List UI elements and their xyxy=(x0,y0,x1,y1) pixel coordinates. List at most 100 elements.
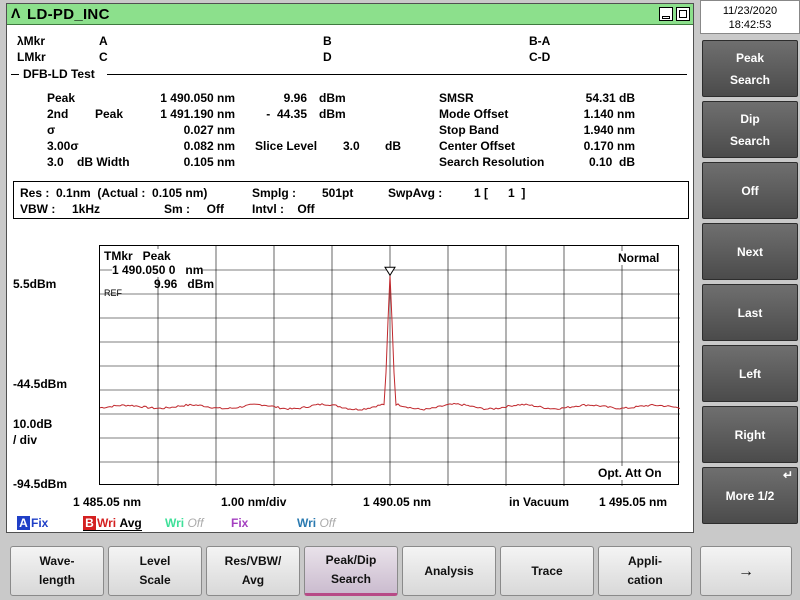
button-label: Level xyxy=(139,554,171,568)
result-value: 1.140 nm xyxy=(583,107,635,121)
section-divider xyxy=(107,74,687,75)
wavelength-medium-label: in Vacuum xyxy=(509,495,570,509)
res-vbw-avg-tab[interactable]: Res/VBW/Avg xyxy=(206,546,300,596)
peak-search-button[interactable]: Peak Search xyxy=(702,40,798,97)
result-label: Search Resolution xyxy=(439,155,545,169)
scale-label[interactable]: 10.0dB xyxy=(13,417,53,431)
main-window: Λ LD-PD_INC λMkr A B B-A LMkr C D C-D DF… xyxy=(6,3,694,533)
sweep-average-value[interactable]: 1 [ 1 ] xyxy=(474,186,526,200)
button-label: length xyxy=(39,573,75,587)
second-peak-level-unit: dBm xyxy=(319,107,346,121)
result-value: 1.940 nm xyxy=(583,123,635,137)
result-label: Mode Offset xyxy=(439,107,509,121)
result-value: 1 490.050 nm xyxy=(160,91,235,105)
trace-extra: Avg xyxy=(119,516,142,530)
trace-mode: Wri xyxy=(165,516,185,530)
last-button[interactable]: Last xyxy=(702,284,798,341)
lambda-marker-a[interactable]: A xyxy=(99,34,108,48)
button-label: Appli- xyxy=(628,554,662,568)
arrow-right-icon: → xyxy=(738,562,754,580)
display-mode-label: Normal xyxy=(618,251,660,265)
button-label: Next xyxy=(736,244,763,259)
dip-search-button[interactable]: Dip Search xyxy=(702,101,798,158)
result-label: Center Offset xyxy=(439,139,516,153)
smoothing-setting[interactable]: Sm : Off xyxy=(164,202,224,216)
result-label: σ xyxy=(47,123,56,137)
ref-level-label[interactable]: 5.5dBm xyxy=(13,277,57,291)
off-button[interactable]: Off xyxy=(702,162,798,219)
trace-d-status[interactable]: Fix xyxy=(231,516,248,530)
wavelength-tab[interactable]: Wave-length xyxy=(10,546,104,596)
x-start-label[interactable]: 1 485.05 nm xyxy=(73,495,142,509)
resolution-setting[interactable]: Res : 0.1nm (Actual : 0.105 nm) xyxy=(20,186,208,200)
trace-extra: Off xyxy=(187,516,204,530)
maximize-button[interactable] xyxy=(676,7,690,21)
application-tab[interactable]: Appli-cation xyxy=(598,546,692,596)
result-value: 54.31 dB xyxy=(585,91,635,105)
trace-a-status[interactable]: A Fix xyxy=(17,516,48,530)
button-label: Analysis xyxy=(424,563,474,578)
button-label: More 1/2 xyxy=(725,488,775,503)
analysis-tab[interactable]: Analysis xyxy=(402,546,496,596)
slice-level-value: 3.0 xyxy=(343,139,360,153)
peak-dip-search-tab[interactable]: Peak/Dip Search xyxy=(304,546,398,596)
level-marker-d[interactable]: D xyxy=(323,50,332,64)
scale-unit-label: / div xyxy=(13,433,38,447)
level-scale-tab[interactable]: Level Scale xyxy=(108,546,202,596)
second-peak-level-value: - 44.35 xyxy=(266,107,307,121)
trace-e-status[interactable]: Wri Off xyxy=(297,516,335,530)
level-marker-c[interactable]: C xyxy=(99,50,108,64)
x-stop-label[interactable]: 1 495.05 nm xyxy=(599,495,668,509)
trace-letter: A xyxy=(17,516,30,530)
left-button[interactable]: Left xyxy=(702,345,798,402)
spectrum-plot[interactable]: TMkr Peak 1 490.050 0 nm 9.96 dBm REF No… xyxy=(99,245,680,486)
minimize-button[interactable] xyxy=(659,7,673,21)
section-title: DFB-LD Test xyxy=(23,67,95,81)
peak-level-value: 9.96 xyxy=(283,91,307,105)
date-time-display: 11/23/2020 18:42:53 xyxy=(700,0,800,34)
result-label: 2nd xyxy=(47,107,69,121)
trace-tab[interactable]: Trace xyxy=(500,546,594,596)
trace-c-status[interactable]: Wri Off xyxy=(165,516,203,530)
result-label: SMSR xyxy=(439,91,474,105)
trace-marker-wavelength: 1 490.050 0 nm xyxy=(112,263,204,277)
more-button[interactable]: ↵ More 1/2 xyxy=(702,467,798,524)
result-label: Peak xyxy=(47,91,76,105)
button-label: Trace xyxy=(531,563,563,578)
right-button[interactable]: Right xyxy=(702,406,798,463)
app-logo-icon: Λ xyxy=(11,5,21,21)
vbw-setting[interactable]: VBW : 1kHz xyxy=(20,202,101,216)
sampling-value[interactable]: 501pt xyxy=(322,186,354,200)
trace-b-status[interactable]: B Wri Avg xyxy=(83,516,142,531)
x-center-label[interactable]: 1 490.05 nm xyxy=(363,495,432,509)
sampling-label: Smplg : xyxy=(252,186,296,200)
x-span-per-div-label[interactable]: 1.00 nm/div xyxy=(221,495,287,509)
next-page-arrow-button[interactable]: → xyxy=(700,546,792,596)
button-label: Scale xyxy=(139,573,171,587)
return-arrow-icon: ↵ xyxy=(782,468,793,482)
interval-setting[interactable]: Intvl : Off xyxy=(252,202,315,216)
button-label: Search xyxy=(729,133,771,148)
result-value: 1 491.190 nm xyxy=(160,107,235,121)
button-label: Search xyxy=(330,572,372,586)
button-label: Avg xyxy=(241,573,265,587)
section-divider-left xyxy=(11,74,19,75)
result-sublabel: dB Width xyxy=(77,155,130,169)
result-label: 3.0 xyxy=(47,155,64,169)
title-bar: Λ LD-PD_INC xyxy=(7,4,693,25)
button-label: Res/VBW/ xyxy=(224,554,282,568)
button-label: Off xyxy=(741,183,759,198)
level-marker-label: LMkr xyxy=(17,50,46,64)
result-label: 3.00σ xyxy=(47,139,79,153)
lambda-marker-b[interactable]: B xyxy=(323,34,332,48)
result-value: 0.027 nm xyxy=(183,123,235,137)
date-text: 11/23/2020 xyxy=(722,5,778,17)
peak-level-unit: dBm xyxy=(319,91,346,105)
time-text: 18:42:53 xyxy=(728,19,772,31)
trace-marker-level: 9.96 dBm xyxy=(154,277,215,291)
result-sublabel: Peak xyxy=(95,107,124,121)
result-value: 0.170 nm xyxy=(583,139,635,153)
trace-letter: B xyxy=(83,516,96,530)
next-button[interactable]: Next xyxy=(702,223,798,280)
button-label: Wave- xyxy=(39,554,75,568)
